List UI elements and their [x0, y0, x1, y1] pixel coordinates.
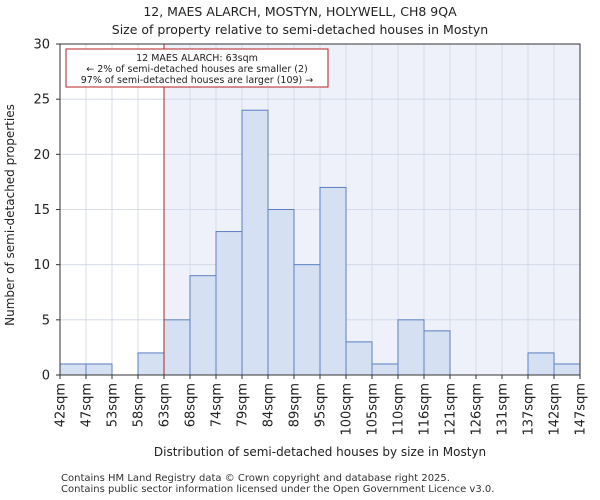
annotation-line-2: ← 2% of semi-detached houses are smaller… [86, 64, 307, 75]
y-ticks: 0 5 10 15 20 25 30 [33, 38, 60, 384]
y-axis-label: Number of semi-detached properties [3, 104, 17, 326]
annotation-box: 12 MAES ALARCH: 63sqm ← 2% of semi-detac… [65, 48, 329, 88]
x-tick-label: 95sqm [314, 383, 329, 427]
bar [163, 319, 191, 376]
annotation-line-1: 12 MAES ALARCH: 63sqm [136, 53, 258, 64]
bar [397, 319, 425, 376]
x-tick-label: 142sqm [548, 383, 563, 436]
x-tick-label: 89sqm [288, 383, 303, 427]
bar [59, 363, 87, 376]
x-tick-label: 126sqm [470, 383, 485, 436]
x-tick-label: 63sqm [158, 383, 173, 427]
bars [59, 109, 581, 376]
x-tick-label: 137sqm [522, 383, 537, 436]
x-tick-label: 42sqm [54, 383, 69, 427]
annotation-line-3: 97% of semi-detached houses are larger (… [81, 75, 314, 86]
x-tick-label: 100sqm [340, 383, 355, 436]
bar [137, 352, 165, 376]
x-tick-label: 110sqm [392, 383, 407, 436]
y-tick-label: 15 [33, 203, 50, 218]
y-tick-label: 0 [42, 369, 50, 384]
footer-copyright: Contains HM Land Registry data © Crown c… [61, 473, 450, 484]
x-tick-label: 147sqm [574, 383, 589, 436]
x-ticks: 42sqm 47sqm 53sqm 58sqm 63sqm 68sqm 74sqm 79sqm… [54, 375, 589, 436]
x-tick-label: 105sqm [366, 383, 381, 436]
y-tick-label: 5 [42, 313, 50, 328]
chart-title: 12, MAES ALARCH, MOSTYN, HOLYWELL, CH8 9… [143, 4, 457, 19]
y-tick-label: 10 [33, 258, 50, 273]
y-tick-label: 30 [33, 38, 50, 53]
x-tick-label: 79sqm [236, 383, 251, 427]
y-tick-label: 20 [33, 148, 50, 163]
x-tick-label: 58sqm [132, 383, 147, 427]
chart-subtitle: Size of property relative to semi-detach… [111, 22, 489, 37]
bar [319, 186, 347, 376]
footer-licence: Contains public sector information licen… [61, 484, 495, 495]
x-tick-label: 53sqm [106, 383, 121, 427]
x-tick-label: 84sqm [262, 383, 277, 427]
x-tick-label: 121sqm [444, 383, 459, 436]
bar [527, 352, 555, 376]
x-tick-label: 47sqm [80, 383, 95, 427]
bar [423, 330, 451, 376]
annotation-frame [65, 48, 329, 88]
bar [553, 363, 581, 376]
bar [215, 231, 243, 376]
x-axis-label: Distribution of semi-detached houses by … [153, 445, 487, 459]
bar [267, 209, 295, 376]
x-tick-label: 68sqm [184, 383, 199, 427]
y-tick-label: 25 [33, 93, 50, 108]
bar [189, 275, 217, 376]
bar [371, 363, 399, 376]
bar [241, 109, 269, 376]
bar [85, 363, 113, 376]
x-tick-label: 116sqm [418, 383, 433, 436]
bar [345, 341, 373, 376]
bar [293, 264, 321, 376]
x-tick-label: 74sqm [210, 383, 225, 427]
x-tick-label: 131sqm [496, 383, 511, 436]
